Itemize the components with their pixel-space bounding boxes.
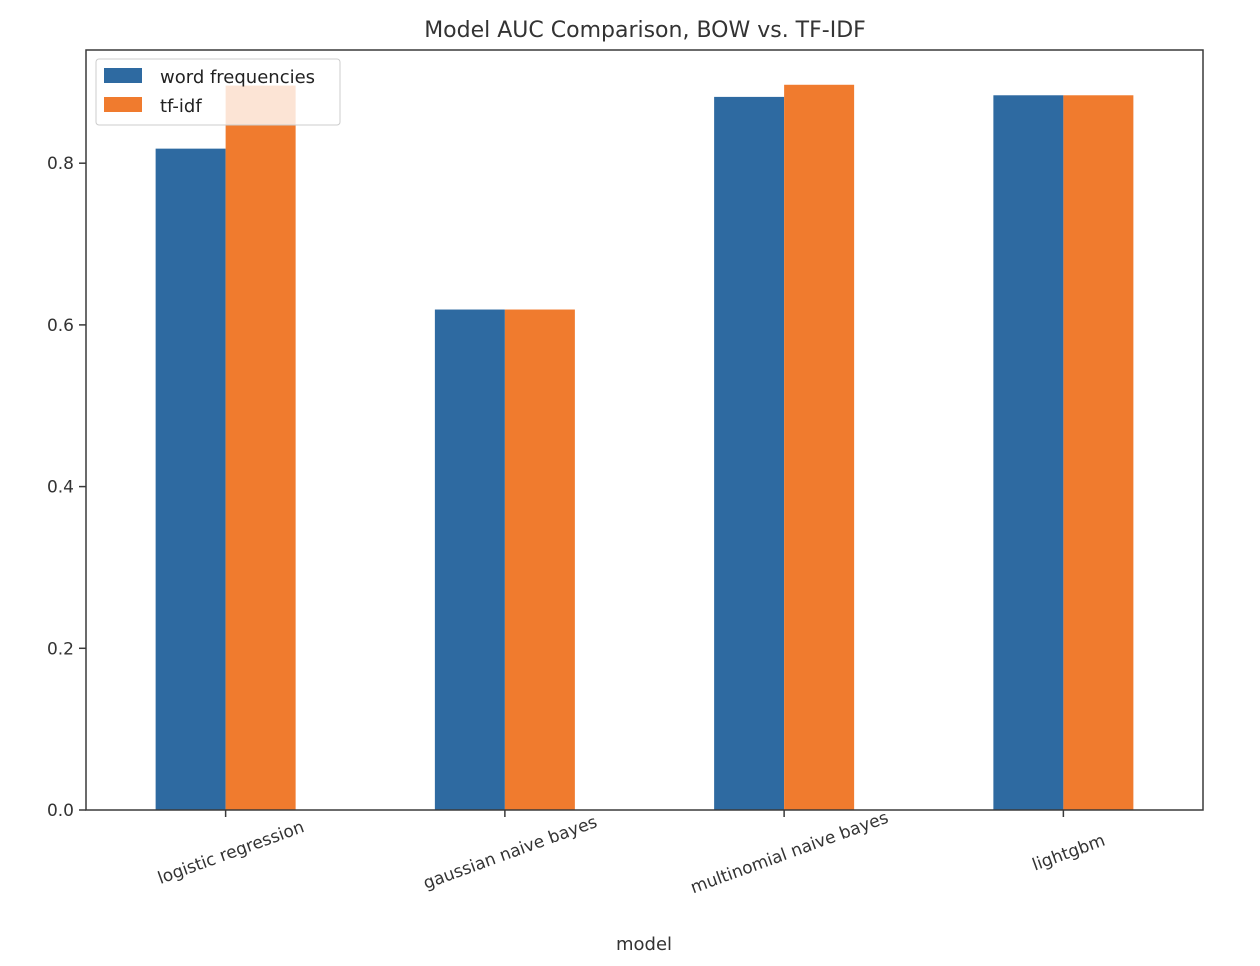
chart-title: Model AUC Comparison, BOW vs. TF-IDF bbox=[424, 18, 866, 43]
y-tick-label: 0.0 bbox=[47, 801, 74, 821]
plot-frame bbox=[85, 49, 1204, 811]
x-tick-label-multinomial-naive-bayes: multinomial naive bayes bbox=[688, 808, 891, 898]
bar-tf-idf-lightgbm bbox=[1063, 95, 1134, 810]
legend-frame bbox=[95, 58, 341, 126]
y-tick-label: 0.6 bbox=[47, 316, 74, 336]
bar-word-frequencies-multinomial-naive-bayes bbox=[714, 96, 785, 810]
x-tick-label-gaussian-naive-bayes: gaussian naive bayes bbox=[421, 812, 600, 894]
bar-tf-idf-multinomial-naive-bayes bbox=[784, 84, 855, 810]
x-tick-label-logistic-regression: logistic regression bbox=[155, 817, 307, 889]
legend-swatch-tf-idf bbox=[104, 97, 142, 112]
x-axis-ticks: logistic regression gaussian naive bayes m… bbox=[155, 808, 1108, 898]
bar-word-frequencies-lightgbm bbox=[993, 95, 1064, 810]
y-tick-label: 0.2 bbox=[47, 639, 74, 659]
y-tick-label: 0.8 bbox=[47, 154, 74, 174]
bar-word-frequencies-logistic-regression bbox=[155, 148, 226, 810]
bar-tf-idf-logistic-regression bbox=[225, 85, 296, 811]
legend-label-tf-idf: tf-idf bbox=[160, 96, 202, 117]
bar-word-frequencies-gaussian-naive-bayes bbox=[434, 309, 505, 810]
bars bbox=[155, 84, 1134, 811]
legend: word frequencies tf-idf bbox=[95, 58, 341, 126]
bar-tf-idf-gaussian-naive-bayes bbox=[504, 309, 575, 810]
legend-swatch-word-frequencies bbox=[104, 68, 142, 83]
legend-label-word-frequencies: word frequencies bbox=[160, 67, 315, 88]
y-axis-ticks: 0.0 0.2 0.4 0.6 0.8 bbox=[47, 154, 86, 821]
x-axis-label: model bbox=[616, 934, 672, 955]
y-tick-label: 0.4 bbox=[47, 478, 74, 498]
x-tick-label-lightgbm: lightgbm bbox=[1030, 831, 1108, 876]
